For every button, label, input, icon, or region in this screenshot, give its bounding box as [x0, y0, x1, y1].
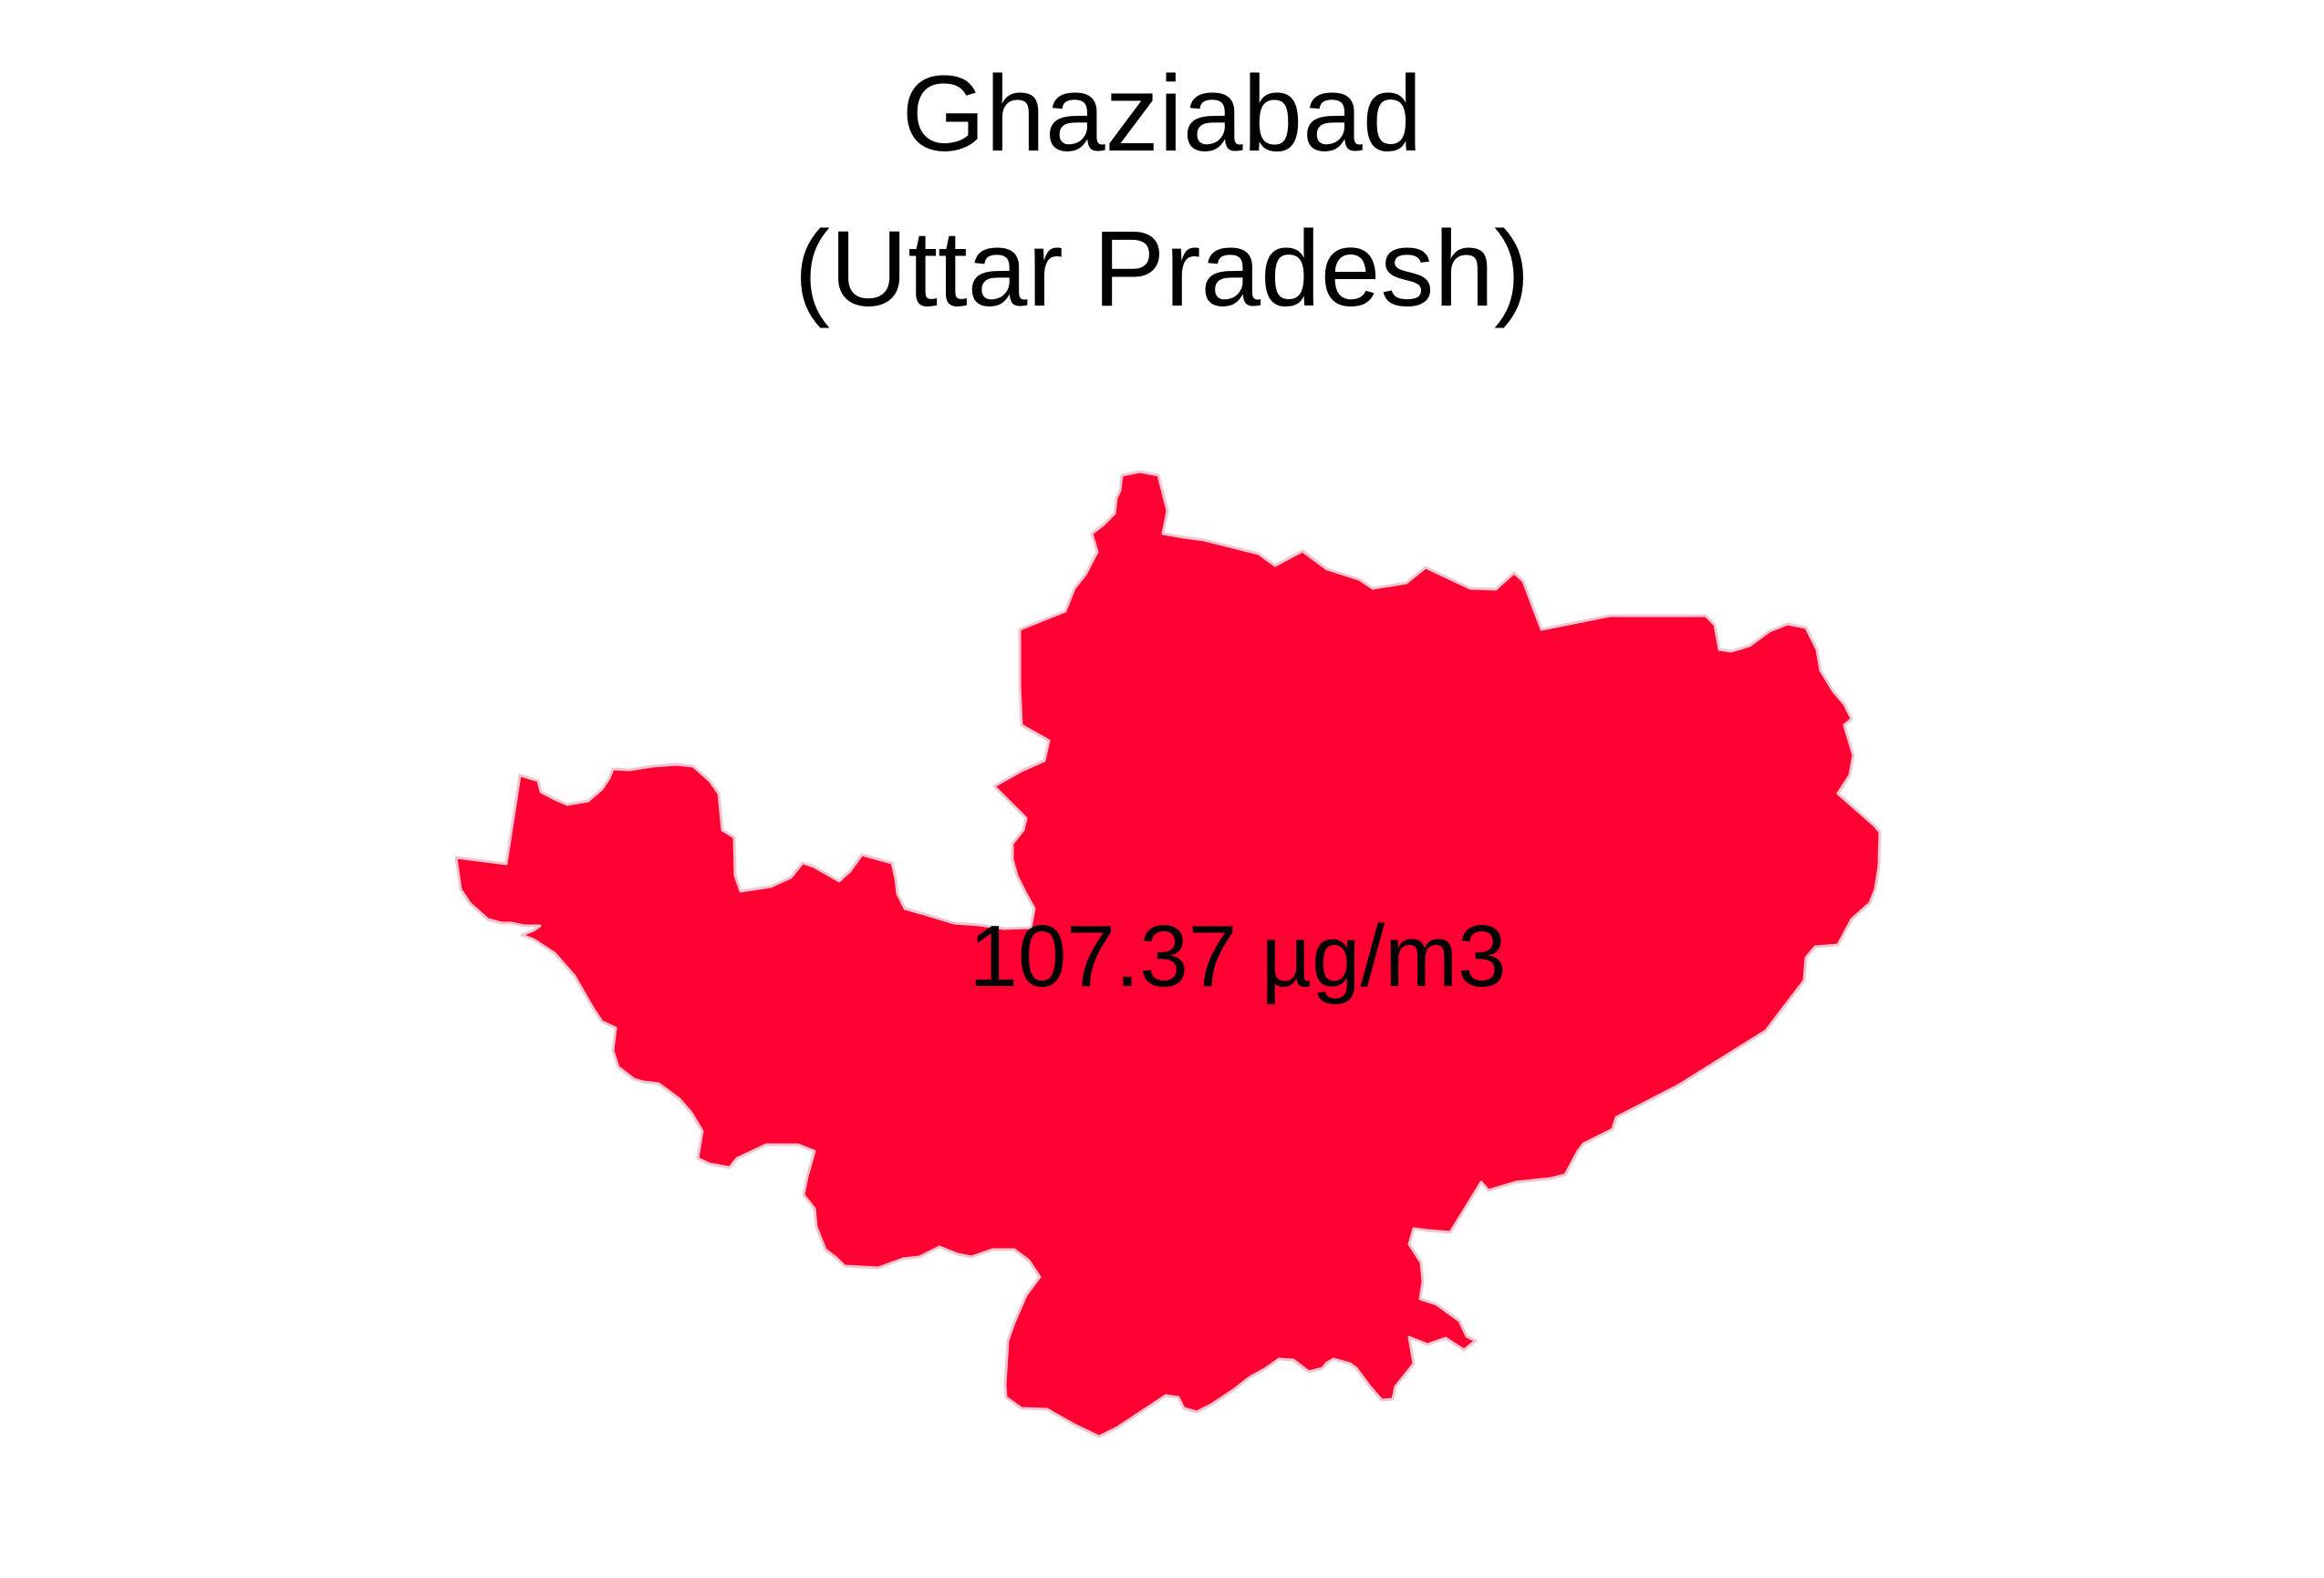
map-title: Ghaziabad (Uttar Pradesh) [0, 36, 2324, 347]
title-district: Ghaziabad [901, 54, 1423, 174]
district-region-ghaziabad [454, 470, 1882, 1438]
pm25-value-label: 107.37 µg/m3 [969, 908, 1506, 1005]
title-state: (Uttar Pradesh) [794, 209, 1530, 329]
